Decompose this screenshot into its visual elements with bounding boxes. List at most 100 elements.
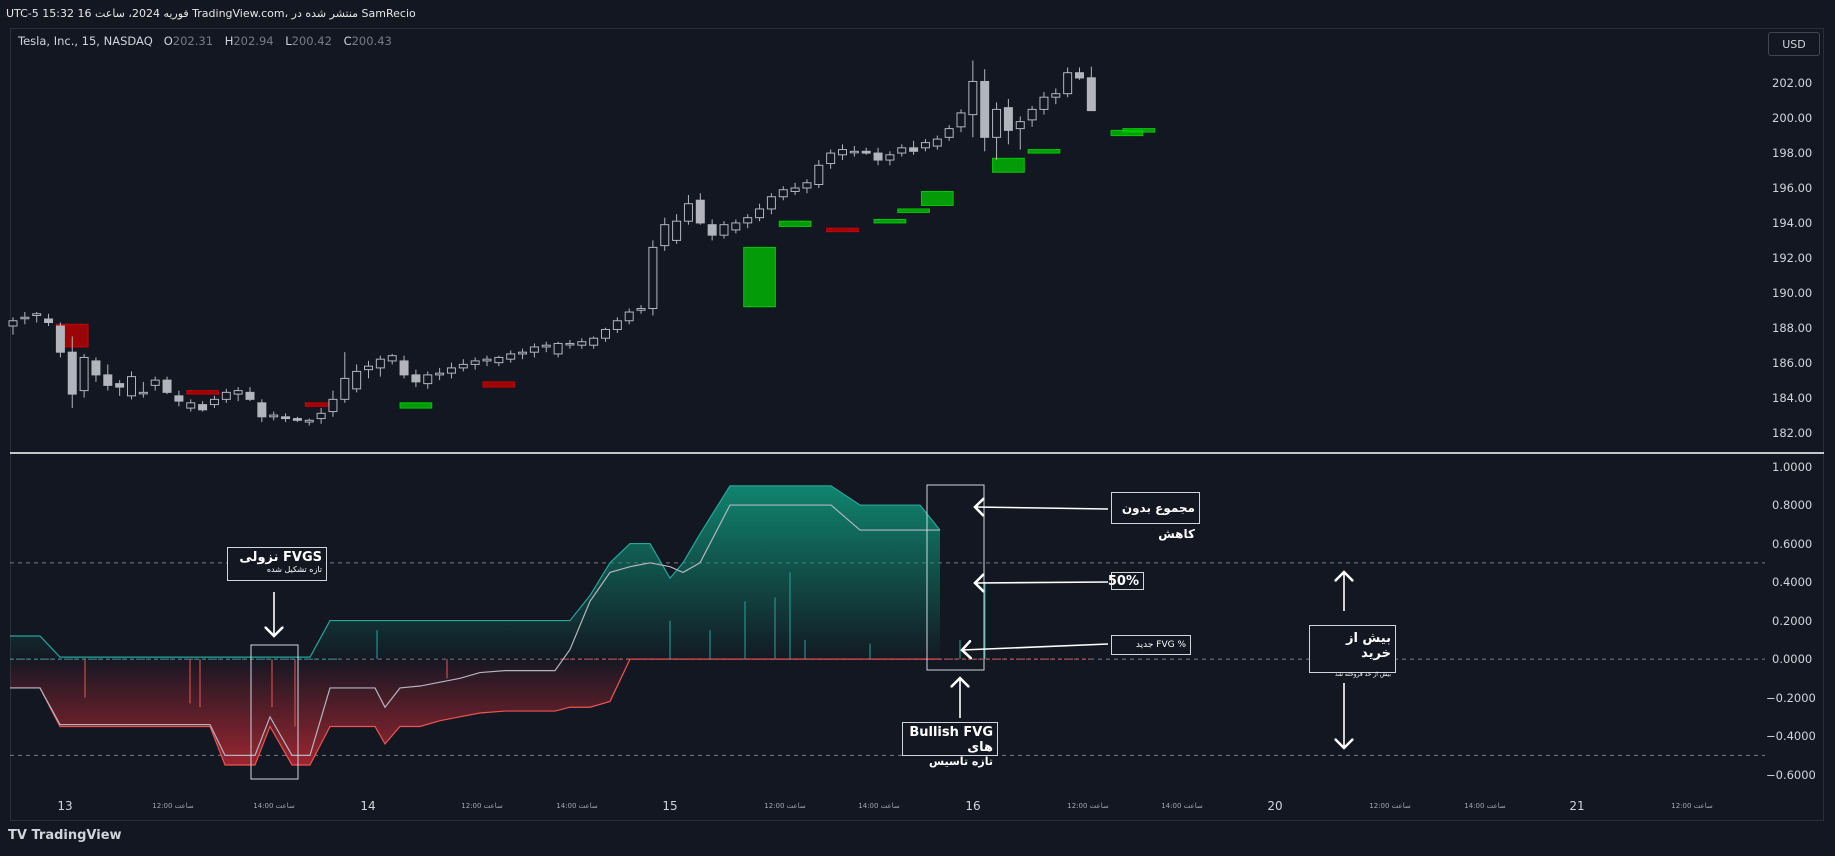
osc-tick-label: −0.2000 (1766, 690, 1816, 705)
tradingview-logo-icon: 𝗧𝗩 (8, 828, 27, 843)
candle-body (541, 344, 551, 348)
candle-body (660, 224, 670, 247)
time-day-label: 20 (1267, 799, 1283, 813)
time-hour-label: ساعت 14:00 (1161, 802, 1203, 810)
candle-body (269, 414, 279, 418)
open-value: 202.31 (172, 34, 214, 48)
candle-body (316, 412, 326, 420)
candle-body (992, 108, 1002, 138)
time-day-label: 16 (965, 799, 981, 813)
candle-body (695, 199, 705, 224)
fvg-box (778, 220, 812, 227)
tradingview-logo[interactable]: 𝗧𝗩 TradingView (8, 828, 122, 843)
candle-body (743, 217, 753, 224)
time-hour-label: ساعت 12:00 (1369, 802, 1411, 810)
candle-body (648, 246, 658, 310)
candle-body (944, 128, 954, 138)
time-day-label: 21 (1569, 799, 1585, 813)
candle-body (446, 367, 456, 374)
fvg-box (873, 218, 907, 224)
fvg-box (743, 246, 776, 308)
low-value: 200.42 (291, 34, 332, 48)
candle-body (826, 152, 836, 165)
candle-body (281, 416, 291, 420)
candle-body (138, 391, 148, 395)
overbought-line1: بیش از خرید (1345, 631, 1391, 661)
close-label: C (343, 34, 352, 48)
candle-body (932, 138, 942, 147)
candle-body (1027, 108, 1037, 121)
candle-body (328, 398, 338, 413)
candle-body (683, 203, 693, 222)
symbol-legend[interactable]: Tesla, Inc., 15, NASDAQ O202.31 H202.94 … (18, 34, 400, 48)
chart-frame (10, 28, 1824, 821)
price-tick-label: 186.00 (1772, 355, 1813, 370)
symbol-name: Tesla, Inc., 15, NASDAQ (18, 34, 153, 48)
fvg-box (826, 227, 859, 233)
time-hour-label: ساعت 12:00 (1671, 802, 1713, 810)
candle-body (1075, 72, 1084, 79)
candle-body (162, 379, 172, 393)
time-hour-label: ساعت 12:00 (461, 802, 503, 810)
candle-body (885, 154, 895, 161)
bearish-fvg-annotation: FVGS نزولی تازه تشکیل شده (227, 547, 327, 581)
candle-body (1086, 77, 1096, 112)
arrow-sum-no-decay (975, 507, 1109, 509)
candle-body (849, 150, 859, 154)
price-tick-label: 182.00 (1772, 425, 1813, 440)
osc-tick-label: 0.6000 (1772, 536, 1813, 551)
candle-body (956, 112, 966, 128)
candle-body (115, 383, 125, 388)
time-hour-label: ساعت 12:00 (152, 802, 194, 810)
candle-body (814, 164, 824, 186)
price-tick-label: 196.00 (1772, 181, 1813, 195)
time-hour-label: ساعت 14:00 (858, 802, 900, 810)
time-day-label: 15 (662, 799, 678, 813)
candle-body (8, 320, 18, 327)
candle-body (672, 220, 682, 241)
time-hour-label: ساعت 12:00 (1067, 802, 1109, 810)
candle-body (778, 189, 788, 198)
candle-body (612, 320, 622, 330)
candle-body (221, 391, 231, 400)
candle-body (1003, 107, 1013, 131)
candle-body (589, 337, 599, 346)
candle-body (624, 311, 634, 322)
candle-body (897, 147, 907, 154)
candle-body (802, 182, 812, 189)
candle-body (470, 360, 480, 365)
osc-tick-label: −0.6000 (1766, 767, 1816, 782)
candle-body (245, 391, 255, 400)
currency-button[interactable]: USD (1768, 32, 1820, 56)
bullish-fvg-annotation: Bullish FVG های تازه تاسیس (902, 722, 998, 768)
candle-body (79, 356, 89, 392)
time-day-label: 14 (360, 799, 376, 813)
candle-body (601, 328, 610, 339)
candle-body (494, 356, 504, 364)
published-header: UTC-5 15:32 فوریه 2024، ساعت 16 TradingV… (0, 0, 1835, 28)
candle-body (186, 402, 196, 409)
candle-body (198, 404, 208, 411)
candle-body (103, 374, 113, 386)
candle-body (920, 142, 930, 149)
candle-body (861, 150, 871, 154)
time-hour-label: ساعت 12:00 (764, 802, 806, 810)
bearish-highlight-box (250, 644, 299, 780)
candle-body (755, 208, 765, 219)
candle-body (790, 187, 800, 192)
candle-body (32, 313, 42, 317)
bull-area (10, 485, 940, 660)
arrow-new-fvg-pct (962, 644, 1109, 650)
candle-body (352, 370, 362, 390)
high-label: H (224, 34, 234, 48)
bearish-fvg-line1: FVGS نزولی (239, 550, 322, 565)
candle-body (980, 80, 990, 138)
arrow-fifty-percent (975, 582, 1109, 583)
bull-sum-line (10, 485, 941, 658)
candle-body (553, 342, 563, 355)
candle-body (399, 360, 409, 376)
bullish-fvg-line2: تازه تاسیس (928, 755, 993, 768)
price-tick-label: 192.00 (1772, 250, 1813, 265)
candle-body (1015, 121, 1025, 130)
